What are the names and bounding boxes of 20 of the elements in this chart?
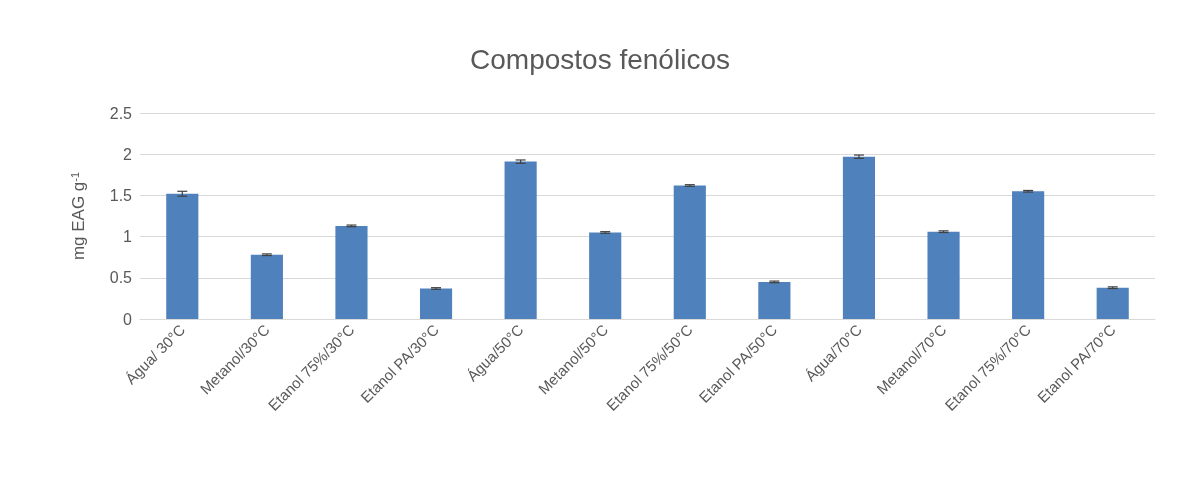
bar [335, 225, 368, 319]
bar [1012, 191, 1045, 319]
bar [673, 185, 706, 319]
bar [166, 193, 199, 319]
y-tick-label: 2.5 [109, 104, 133, 122]
bar [589, 232, 622, 319]
bar [927, 231, 960, 319]
bar [758, 281, 791, 319]
bar [250, 254, 283, 319]
bar [1096, 287, 1129, 319]
bar [419, 288, 453, 319]
y-axis-title: mg EAG g-1 [68, 171, 88, 261]
bar [504, 161, 537, 319]
y-tick-label: 0.5 [109, 269, 133, 287]
y-tick-label: 2 [123, 145, 133, 163]
chart-title: Compostos fenólicos [470, 43, 730, 75]
y-tick-label: 1.5 [109, 186, 133, 204]
y-tick-label: 1 [123, 228, 133, 246]
bar [842, 156, 876, 319]
y-tick-label: 0 [123, 310, 133, 328]
